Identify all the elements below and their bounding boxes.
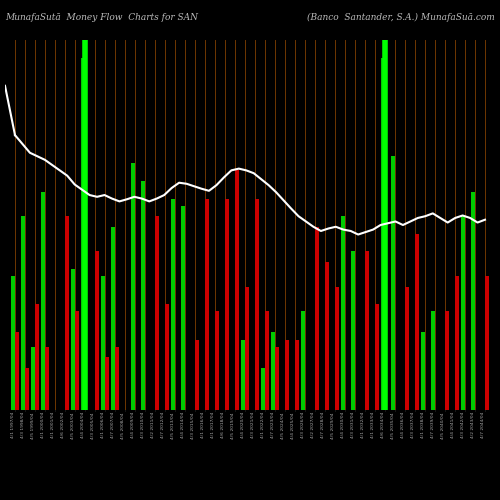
Bar [130, 164, 135, 410]
Bar [380, 58, 385, 410]
Bar [195, 340, 200, 410]
Bar [485, 276, 490, 410]
Bar [420, 332, 425, 410]
Bar [285, 340, 290, 410]
Bar [315, 227, 320, 410]
Bar [470, 192, 475, 410]
Bar [405, 286, 409, 410]
Bar [110, 227, 115, 410]
Bar [260, 368, 265, 410]
Bar [390, 156, 395, 410]
Bar [140, 181, 145, 410]
Bar [455, 276, 460, 410]
Bar [180, 206, 185, 410]
Bar [325, 262, 330, 410]
Text: (Banco  Santander, S.A.) MunafaSuā.com: (Banco Santander, S.A.) MunafaSuā.com [307, 12, 495, 22]
Bar [75, 312, 80, 410]
Bar [255, 198, 260, 410]
Bar [105, 357, 110, 410]
Bar [95, 252, 100, 410]
Bar [300, 312, 305, 410]
Bar [30, 346, 35, 410]
Bar [165, 304, 170, 410]
Bar [45, 346, 50, 410]
Bar [35, 304, 40, 410]
Bar [100, 276, 105, 410]
Bar [235, 170, 240, 410]
Bar [25, 368, 29, 410]
Bar [415, 234, 420, 410]
Bar [170, 198, 175, 410]
Bar [70, 269, 75, 410]
Bar [445, 312, 450, 410]
Bar [335, 286, 340, 410]
Text: MunafaSutā  Money Flow  Charts for SAN: MunafaSutā Money Flow Charts for SAN [5, 12, 198, 22]
Bar [350, 252, 355, 410]
Bar [205, 198, 210, 410]
Bar [240, 340, 245, 410]
Bar [215, 312, 220, 410]
Bar [40, 192, 45, 410]
Bar [270, 332, 275, 410]
Bar [275, 346, 280, 410]
Bar [460, 216, 465, 410]
Bar [10, 276, 15, 410]
Bar [225, 198, 230, 410]
Bar [365, 252, 370, 410]
Bar [430, 312, 435, 410]
Bar [245, 286, 250, 410]
Bar [115, 346, 119, 410]
Bar [155, 216, 160, 410]
Bar [80, 58, 85, 410]
Bar [265, 312, 270, 410]
Bar [65, 216, 70, 410]
Bar [295, 340, 300, 410]
Bar [20, 216, 25, 410]
Bar [375, 304, 380, 410]
Bar [15, 332, 20, 410]
Bar [340, 216, 345, 410]
